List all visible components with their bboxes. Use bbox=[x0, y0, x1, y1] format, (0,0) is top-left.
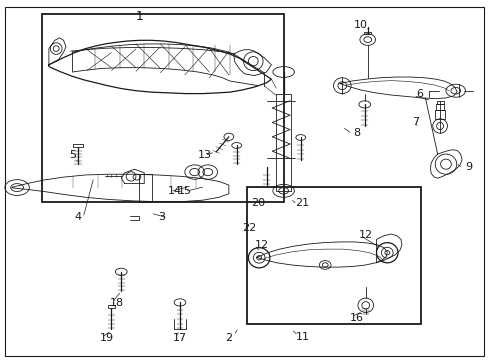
Bar bbox=[246, 187, 420, 324]
Bar bbox=[73, 144, 83, 147]
Text: 3: 3 bbox=[158, 212, 164, 222]
Text: 7: 7 bbox=[411, 117, 418, 127]
Bar bbox=[435, 104, 443, 110]
Text: 4: 4 bbox=[75, 212, 81, 222]
Text: 16: 16 bbox=[349, 312, 363, 323]
Text: 21: 21 bbox=[295, 198, 308, 208]
Text: 6: 6 bbox=[415, 89, 422, 99]
Text: 11: 11 bbox=[296, 332, 309, 342]
Text: 14: 14 bbox=[168, 186, 182, 196]
Text: 13: 13 bbox=[197, 150, 211, 160]
Text: 18: 18 bbox=[110, 298, 124, 308]
Text: 1: 1 bbox=[135, 10, 143, 23]
Text: 20: 20 bbox=[251, 198, 264, 208]
Text: 12: 12 bbox=[358, 230, 372, 240]
Text: 17: 17 bbox=[173, 333, 186, 343]
Text: 9: 9 bbox=[464, 162, 471, 172]
Bar bbox=[364, 32, 370, 34]
Bar bbox=[275, 94, 291, 191]
Bar bbox=[434, 110, 444, 119]
Text: 12: 12 bbox=[254, 240, 268, 250]
Bar bbox=[107, 305, 115, 308]
Text: 8: 8 bbox=[353, 128, 360, 138]
Text: 2: 2 bbox=[225, 333, 232, 343]
Bar bbox=[436, 101, 443, 104]
Text: 19: 19 bbox=[100, 333, 113, 343]
Text: 15: 15 bbox=[178, 186, 191, 196]
Bar bbox=[41, 14, 283, 202]
Text: 5: 5 bbox=[69, 150, 76, 160]
Text: 10: 10 bbox=[353, 20, 367, 30]
Text: 22: 22 bbox=[242, 222, 256, 233]
